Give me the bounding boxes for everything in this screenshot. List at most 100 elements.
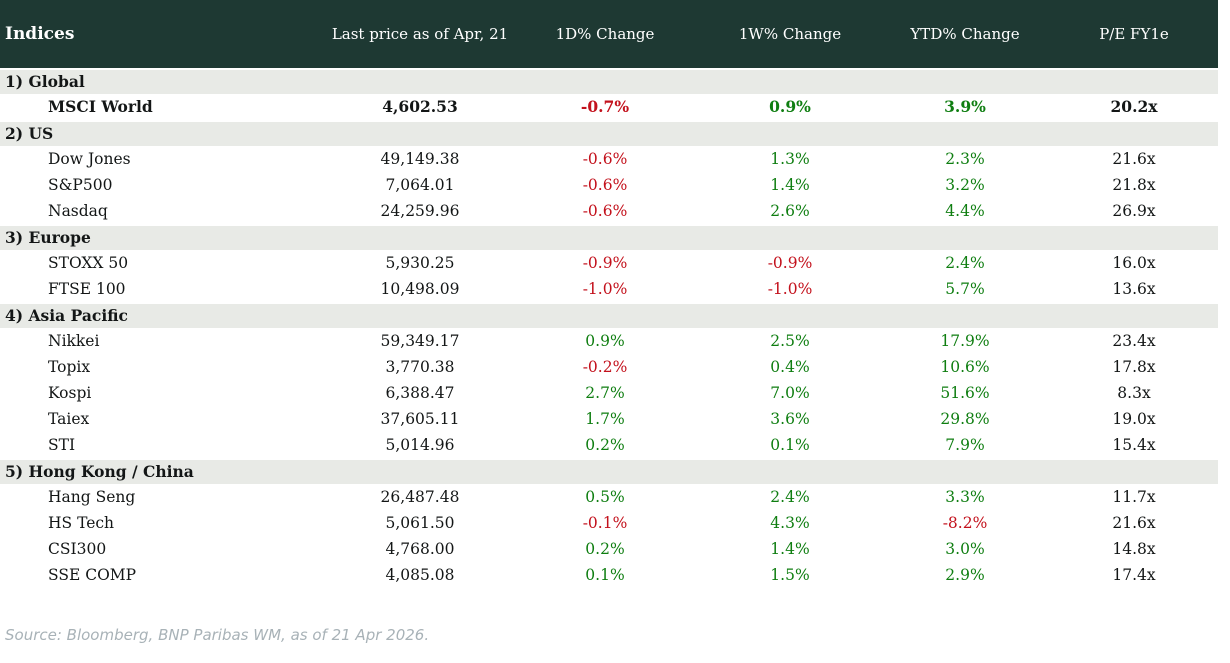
index-name: Nasdaq <box>48 202 108 220</box>
table-row: Hang Seng 26,487.48 0.5% 2.4% 3.3% 11.7x <box>0 484 1218 510</box>
change-1w-cell: 2.5% <box>770 332 810 350</box>
pe-cell: 21.6x <box>1112 150 1156 168</box>
section-label: 2) US <box>5 124 54 143</box>
change-1w-cell: 1.4% <box>770 176 810 194</box>
change-1d-cell: 0.2% <box>585 540 625 558</box>
change-1w-cell: 1.4% <box>770 540 810 558</box>
source-note: Source: Bloomberg, BNP Paribas WM, as of… <box>5 626 430 644</box>
change-1w-cell: 0.9% <box>769 97 811 116</box>
pe-cell: 14.8x <box>1112 540 1156 558</box>
change-1d-cell: 0.1% <box>585 566 625 584</box>
table-body: 1) Global MSCI World 4,602.53 -0.7% 0.9% 3.9%… <box>0 70 1218 588</box>
table-row: Kospi 6,388.47 2.7% 7.0% 51.6% 8.3x <box>0 380 1218 406</box>
table-row: Nikkei 59,349.17 0.9% 2.5% 17.9% 23.4x <box>0 328 1218 354</box>
change-ytd-cell: 10.6% <box>940 358 990 376</box>
last-price-cell: 7,064.01 <box>385 176 455 194</box>
table-row: HS Tech 5,061.50 -0.1% 4.3% -8.2% 21.6x <box>0 510 1218 536</box>
index-name: STOXX 50 <box>48 254 129 272</box>
table-row: Taiex 37,605.11 1.7% 3.6% 29.8% 19.0x <box>0 406 1218 432</box>
change-1d-cell: -0.1% <box>582 514 628 532</box>
change-1d-cell: -0.9% <box>582 254 628 272</box>
table-header-row: Indices Last price as of Apr, 21 1D% Cha… <box>0 0 1218 68</box>
section-row: 3) Europe <box>0 226 1218 250</box>
change-ytd-cell: 3.0% <box>945 540 985 558</box>
change-1d-cell: 0.5% <box>585 488 625 506</box>
section-label: 1) Global <box>5 72 85 91</box>
table-row: Topix 3,770.38 -0.2% 0.4% 10.6% 17.8x <box>0 354 1218 380</box>
change-ytd-cell: 5.7% <box>945 280 985 298</box>
section-label: 4) Asia Pacific <box>5 306 128 325</box>
change-ytd-cell: 2.3% <box>945 150 985 168</box>
section-row: 5) Hong Kong / China <box>0 460 1218 484</box>
section-row: 1) Global <box>0 70 1218 94</box>
change-1d-cell: 0.2% <box>585 436 625 454</box>
change-1w-cell: -0.9% <box>767 254 813 272</box>
pe-cell: 15.4x <box>1112 436 1156 454</box>
pe-cell: 8.3x <box>1117 384 1151 402</box>
pe-cell: 11.7x <box>1112 488 1156 506</box>
change-ytd-cell: 2.9% <box>945 566 985 584</box>
change-1w-cell: 1.5% <box>770 566 810 584</box>
change-1w-cell: 0.4% <box>770 358 810 376</box>
index-name: S&P500 <box>48 176 113 194</box>
change-1w-cell: 1.3% <box>770 150 810 168</box>
pe-cell: 19.0x <box>1112 410 1156 428</box>
change-ytd-cell: 7.9% <box>945 436 985 454</box>
index-name: Dow Jones <box>48 150 131 168</box>
last-price-cell: 24,259.96 <box>380 202 460 220</box>
change-1w-cell: 7.0% <box>770 384 810 402</box>
header-ytd-change: YTD% Change <box>910 25 1020 43</box>
pe-cell: 17.8x <box>1112 358 1156 376</box>
last-price-cell: 49,149.38 <box>380 150 460 168</box>
last-price-cell: 4,085.08 <box>385 566 455 584</box>
last-price-cell: 3,770.38 <box>385 358 455 376</box>
index-name: Taiex <box>48 410 90 428</box>
index-name: STI <box>48 436 76 454</box>
change-1d-cell: -0.6% <box>582 150 628 168</box>
change-ytd-cell: 4.4% <box>945 202 985 220</box>
change-1w-cell: 4.3% <box>770 514 810 532</box>
change-1w-cell: 3.6% <box>770 410 810 428</box>
table-row: CSI300 4,768.00 0.2% 1.4% 3.0% 14.8x <box>0 536 1218 562</box>
change-ytd-cell: 51.6% <box>940 384 990 402</box>
change-1d-cell: 0.9% <box>585 332 625 350</box>
last-price-cell: 4,602.53 <box>382 97 458 116</box>
last-price-cell: 6,388.47 <box>385 384 455 402</box>
change-ytd-cell: -8.2% <box>942 514 988 532</box>
table-row: MSCI World 4,602.53 -0.7% 0.9% 3.9% 20.2x <box>0 94 1218 120</box>
index-name: Topix <box>48 358 91 376</box>
header-last-price: Last price as of Apr, 21 <box>331 25 509 43</box>
header-1d-change: 1D% Change <box>555 25 655 43</box>
section-row: 4) Asia Pacific <box>0 304 1218 328</box>
pe-cell: 21.8x <box>1112 176 1156 194</box>
change-1d-cell: 2.7% <box>585 384 625 402</box>
pe-cell: 23.4x <box>1112 332 1156 350</box>
table-row: STI 5,014.96 0.2% 0.1% 7.9% 15.4x <box>0 432 1218 458</box>
index-name: FTSE 100 <box>48 280 126 298</box>
section-label: 5) Hong Kong / China <box>5 462 194 481</box>
change-1d-cell: -1.0% <box>582 280 628 298</box>
change-ytd-cell: 3.9% <box>944 97 986 116</box>
last-price-cell: 5,014.96 <box>385 436 455 454</box>
change-1d-cell: -0.6% <box>582 176 628 194</box>
change-ytd-cell: 3.2% <box>945 176 985 194</box>
index-name: Nikkei <box>48 332 100 350</box>
table-row: Dow Jones 49,149.38 -0.6% 1.3% 2.3% 21.6x <box>0 146 1218 172</box>
change-1w-cell: 0.1% <box>770 436 810 454</box>
last-price-cell: 37,605.11 <box>380 410 460 428</box>
pe-cell: 20.2x <box>1110 97 1158 116</box>
last-price-cell: 10,498.09 <box>380 280 460 298</box>
index-name: MSCI World <box>48 97 153 116</box>
change-ytd-cell: 3.3% <box>945 488 985 506</box>
last-price-cell: 5,930.25 <box>385 254 455 272</box>
section-row: 2) US <box>0 122 1218 146</box>
section-label: 3) Europe <box>5 228 91 247</box>
index-name: Hang Seng <box>48 488 136 506</box>
index-name: Kospi <box>48 384 92 402</box>
index-name: SSE COMP <box>48 566 137 584</box>
change-ytd-cell: 2.4% <box>945 254 985 272</box>
header-pe-fy1e: P/E FY1e <box>1099 25 1169 43</box>
pe-cell: 13.6x <box>1112 280 1156 298</box>
table-row: STOXX 50 5,930.25 -0.9% -0.9% 2.4% 16.0x <box>0 250 1218 276</box>
change-1d-cell: -0.7% <box>580 97 630 116</box>
